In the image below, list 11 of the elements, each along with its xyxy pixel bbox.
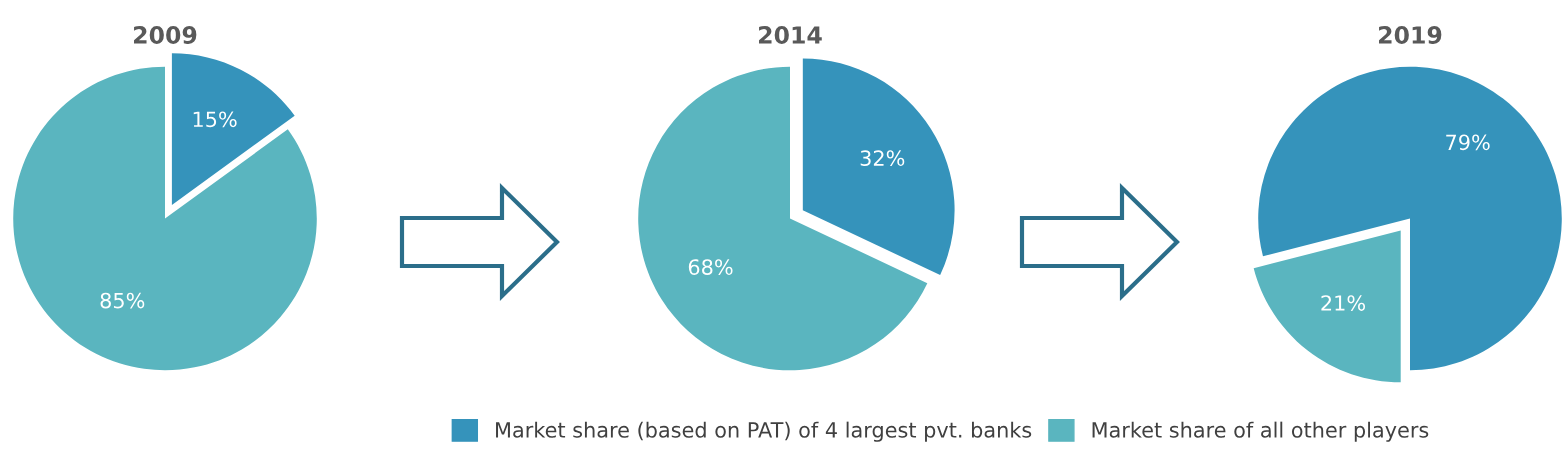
data-label: 85%: [100, 292, 145, 309]
legend-label: Market share (based on PAT) of 4 largest pvt. banks: [496, 421, 1032, 442]
data-label: 21%: [1321, 295, 1366, 311]
chart-title: 2014: [759, 26, 822, 44]
data-label: 68%: [688, 259, 733, 275]
data-label: 15%: [193, 111, 237, 128]
data-label: 32%: [860, 150, 905, 166]
chart-title: 2009: [134, 26, 197, 44]
data-label: 79%: [1446, 134, 1490, 151]
chart-title: 2019: [1379, 26, 1442, 44]
legend-label: Market share of all other players: [1092, 421, 1429, 442]
